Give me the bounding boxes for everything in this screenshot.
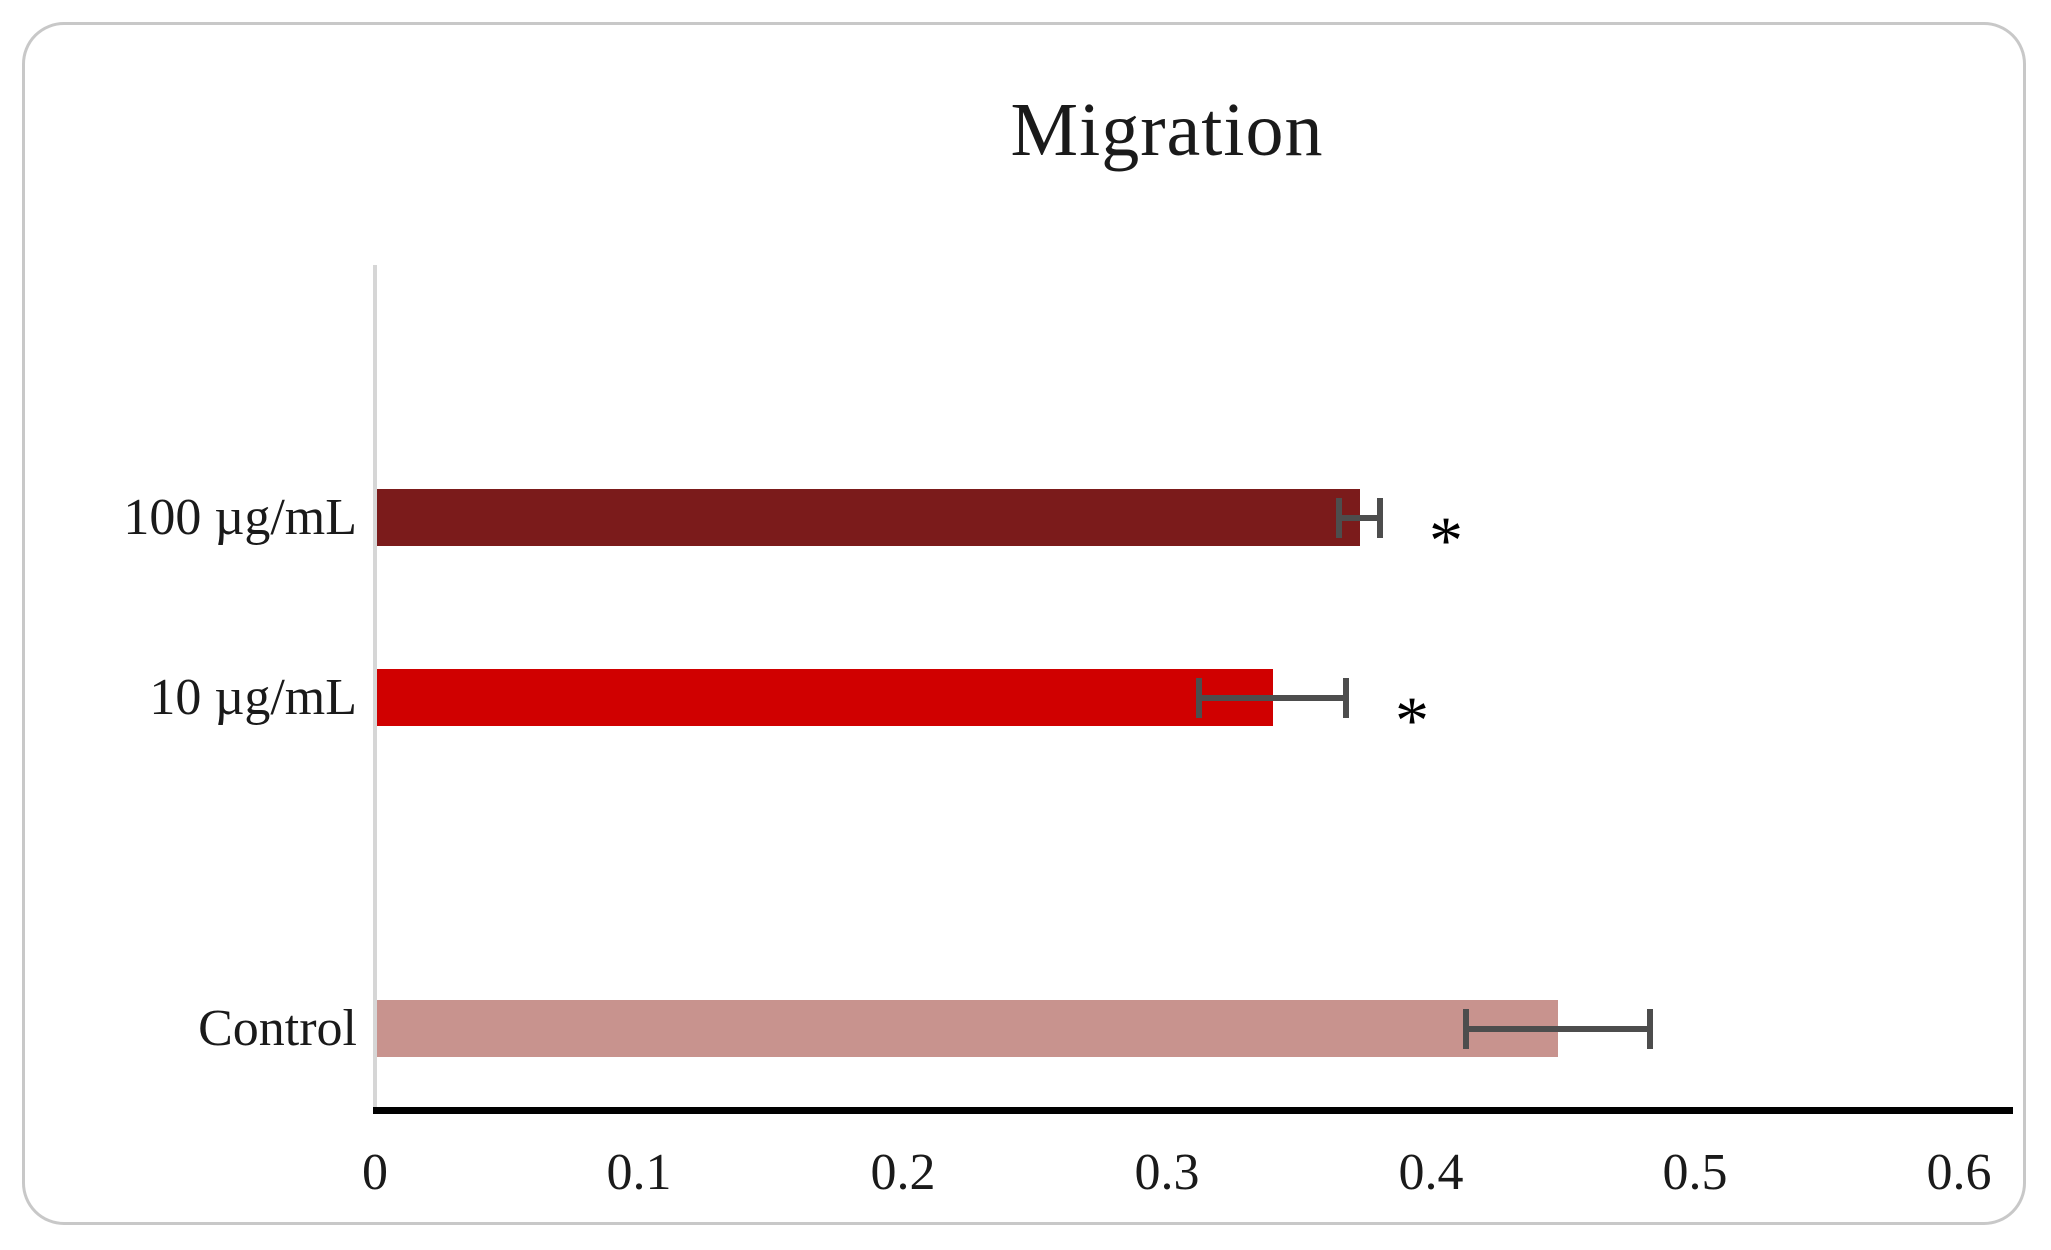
- bar: [377, 1000, 1558, 1057]
- error-bar: [1196, 678, 1349, 718]
- x-tick-label: 0.4: [1398, 1144, 1464, 1201]
- bar: [377, 489, 1360, 546]
- x-axis-line: [373, 1107, 2013, 1114]
- category-label: 100 µg/mL: [123, 489, 357, 546]
- category-label: Control: [198, 1000, 357, 1057]
- x-tick-label: 0: [362, 1144, 388, 1201]
- chart-title: Migration: [1010, 88, 1324, 172]
- x-tick-label: 0.1: [606, 1144, 672, 1201]
- category-label: 10 µg/mL: [149, 669, 357, 726]
- bar: [377, 669, 1273, 726]
- x-tick-label: 0.3: [1134, 1144, 1200, 1201]
- error-bar: [1336, 498, 1383, 538]
- chart-card: Migration 100 µg/mL * 10 µg/mL * Control 0 0.…: [22, 22, 2026, 1225]
- y-axis-line: [373, 265, 377, 1110]
- x-tick-label: 0.2: [870, 1144, 936, 1201]
- x-tick-label: 0.6: [1926, 1144, 1992, 1201]
- error-bar: [1463, 1009, 1653, 1049]
- x-tick-label: 0.5: [1662, 1144, 1728, 1201]
